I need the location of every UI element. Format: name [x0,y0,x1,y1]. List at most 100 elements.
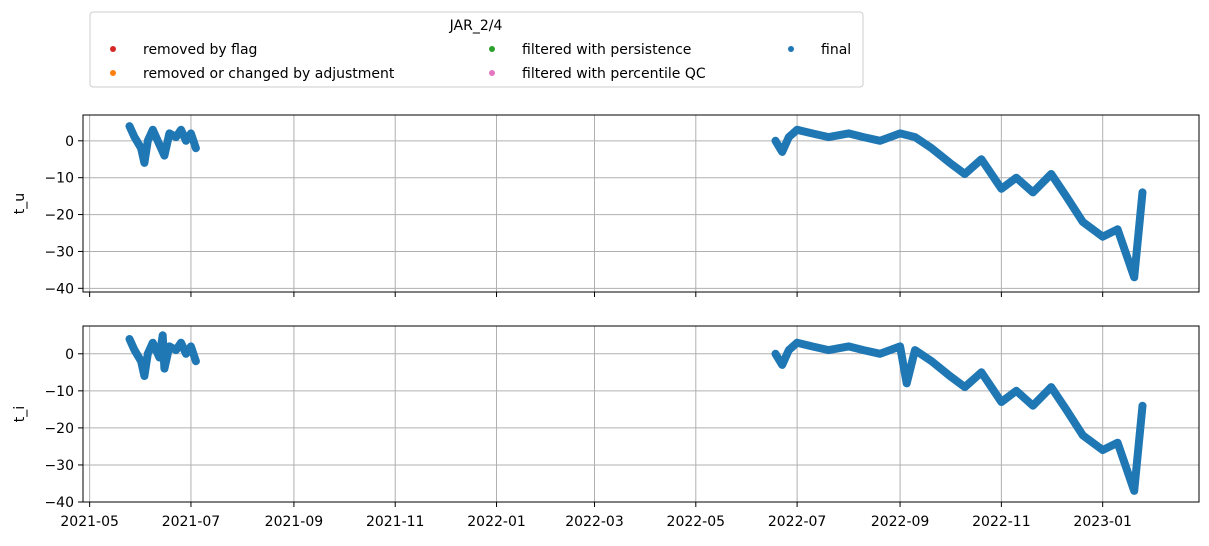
data-point [187,343,194,350]
x-tick-label: 2022-01 [467,514,526,530]
y-tick-label: −10 [44,171,74,187]
data-point [1131,487,1138,494]
x-tick-label: 2022-11 [972,514,1031,530]
panel-t-u: 0 −10 −20 −30 −40 t_u [12,114,1200,297]
axes-frame [82,114,1200,293]
x-tick-label: 2021-11 [366,514,425,530]
data-point [860,347,867,354]
data-point [998,398,1005,405]
data-point [809,130,816,137]
legend-marker [110,70,116,76]
data-point [1079,432,1086,439]
y-tick-label: −20 [44,208,74,224]
plot-area [83,115,1199,292]
legend-entry-label: removed by flag [143,42,257,58]
data-point [903,380,910,387]
data-point [1048,384,1055,391]
legend-entry-label: final [821,42,851,58]
data-point [192,358,199,365]
data-point [156,354,163,361]
data-point [794,126,801,133]
data-point [177,126,184,133]
data-point [1079,218,1086,225]
data-point [998,185,1005,192]
x-tick-label: 2022-07 [768,514,827,530]
x-tick-label: 2023-01 [1073,514,1132,530]
y-tick-label: −20 [44,421,74,437]
data-point [1139,402,1146,409]
data-point [173,134,179,141]
legend-frame [89,11,864,88]
data-point [138,145,145,152]
y-tick-label: −30 [44,244,74,260]
data-point [138,358,145,365]
data-point [1139,189,1146,196]
y-tick-label: −40 [44,495,74,511]
data-point [144,350,151,357]
data-point [877,137,884,144]
legend-title: JAR_2/4 [449,18,503,34]
y-axis-label: t_i [12,406,28,422]
data-point [126,335,133,342]
x-tick-label: 2022-03 [565,514,624,530]
data-point [1029,189,1036,196]
x-tick-label: 2022-09 [871,514,930,530]
data-point [912,134,919,141]
data-point [860,134,867,141]
legend-marker [110,46,116,52]
data-point [1029,402,1036,409]
y-tick-label: 0 [65,134,74,150]
y-tick-label: −40 [44,281,74,297]
data-point [1099,233,1106,240]
data-point [978,369,985,376]
data-point [131,347,138,354]
legend-entry-label: filtered with percentile QC [522,66,706,82]
plot-area [83,326,1199,502]
legend-marker [489,46,495,52]
data-point [845,343,852,350]
axes-frame [82,325,1200,503]
data-point [785,347,792,354]
data-point [897,343,904,350]
legend-marker [489,70,495,76]
data-point [1114,226,1121,233]
y-tick-label: −30 [44,458,74,474]
data-point [978,156,985,163]
data-point [779,148,786,155]
data-point [794,339,801,346]
data-point [141,373,148,380]
data-point [141,159,148,166]
data-point [159,332,166,339]
data-point [173,347,179,354]
data-point [825,347,832,354]
legend-entry-label: filtered with persistence [522,42,691,58]
data-point [946,159,953,166]
data-point [1114,439,1121,446]
data-point [192,145,199,152]
data-point [1131,274,1138,281]
data-point [182,137,189,144]
data-point [156,141,163,148]
data-point [161,365,168,372]
legend-marker [788,46,794,52]
data-point [177,339,184,346]
data-point [946,373,953,380]
data-point [187,130,194,137]
data-point [897,130,904,137]
x-tick-label: 2021-05 [60,514,119,530]
data-point [785,134,792,141]
data-point [772,350,779,357]
x-tick-label: 2021-07 [162,514,221,530]
data-point [1048,171,1055,177]
data-point [912,347,919,354]
data-point [149,126,156,133]
data-point [166,130,173,137]
y-axis-label: t_u [12,193,28,214]
x-tick-label: 2022-05 [667,514,726,530]
data-point [182,350,189,357]
y-tick-label: 0 [65,347,74,363]
data-point [1063,193,1070,200]
